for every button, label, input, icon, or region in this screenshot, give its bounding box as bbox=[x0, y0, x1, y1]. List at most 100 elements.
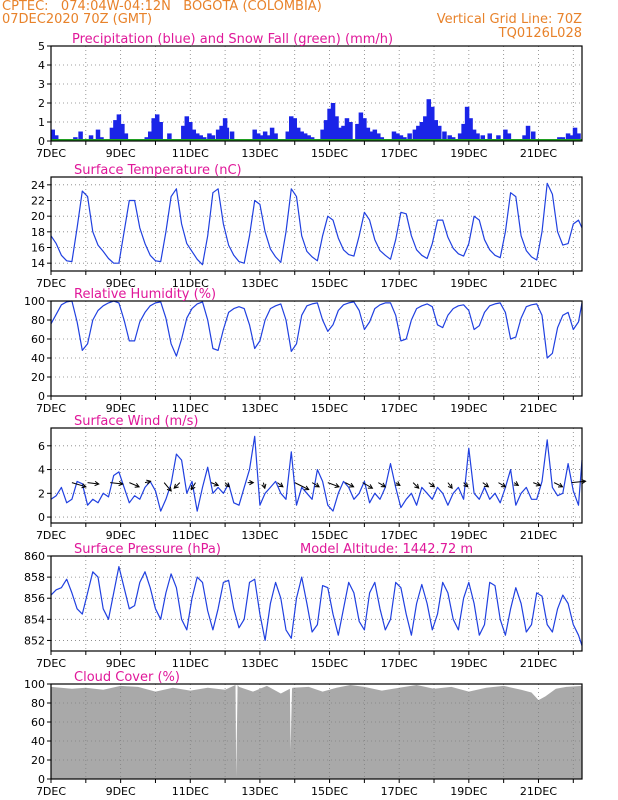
x-tick-label: 15DEC bbox=[311, 529, 348, 542]
precip-bar bbox=[123, 133, 129, 141]
wind-arrow-head bbox=[134, 482, 141, 488]
wind-arrow-head bbox=[513, 481, 520, 486]
precip-bar bbox=[306, 135, 311, 141]
precip-bar bbox=[572, 127, 578, 141]
precip-bar bbox=[198, 135, 203, 141]
precip-bar bbox=[252, 129, 257, 141]
x-tick-label: 9DEC bbox=[106, 657, 136, 670]
y-tick-label: 4 bbox=[38, 464, 45, 477]
precip-bar bbox=[292, 118, 297, 141]
precip-bar bbox=[219, 125, 224, 141]
precip-bar bbox=[480, 135, 486, 141]
wind-arrow-head bbox=[224, 482, 231, 488]
x-tick-label: 7DEC bbox=[36, 277, 66, 290]
pressure-title: Surface Pressure (hPa) bbox=[74, 542, 221, 557]
y-tick-label: 2 bbox=[38, 487, 45, 500]
wind-arrow-head bbox=[334, 483, 340, 488]
precip-bar bbox=[457, 133, 463, 141]
wind-title: Surface Wind (m/s) bbox=[74, 414, 198, 429]
wind-arrow bbox=[110, 482, 123, 485]
precip-bar bbox=[194, 133, 200, 141]
precip-bar bbox=[503, 129, 508, 141]
precip-bar bbox=[487, 133, 492, 141]
precip-bar bbox=[327, 108, 332, 141]
precip-bar bbox=[468, 118, 473, 141]
wind-arrow-head bbox=[581, 479, 587, 485]
wind-arrow bbox=[553, 482, 563, 488]
precip-bar bbox=[496, 135, 501, 141]
precip-bar bbox=[207, 133, 212, 141]
precip-bar bbox=[167, 133, 172, 141]
x-tick-label: 11DEC bbox=[172, 402, 209, 415]
y-tick-label: 20 bbox=[31, 210, 45, 223]
precip-bar bbox=[419, 122, 425, 141]
precip-bar bbox=[299, 131, 304, 141]
x-tick-label: 9DEC bbox=[106, 402, 136, 415]
x-tick-label: 13DEC bbox=[241, 657, 278, 670]
y-tick-label: 24 bbox=[31, 179, 45, 192]
precip-bar bbox=[116, 114, 122, 141]
humidity-panel bbox=[47, 300, 583, 400]
x-tick-label: 11DEC bbox=[172, 657, 209, 670]
wind-arrow bbox=[163, 482, 172, 492]
x-tick-label: 11DEC bbox=[172, 529, 209, 542]
x-tick-label: 7DEC bbox=[36, 657, 66, 670]
x-tick-label: 21DEC bbox=[520, 785, 557, 798]
wind-arrow-head bbox=[349, 482, 355, 488]
precip-bar bbox=[506, 133, 512, 141]
cloud-panel bbox=[47, 683, 583, 783]
wind-arrow-head bbox=[190, 485, 196, 491]
precip-bar bbox=[569, 135, 574, 141]
precip-bar bbox=[365, 127, 371, 141]
pressure-panel bbox=[47, 555, 583, 655]
y-tick-label: 20 bbox=[31, 371, 45, 384]
wind-arrow bbox=[210, 482, 219, 486]
y-tick-label: 18 bbox=[31, 226, 45, 239]
wind-arrow-head bbox=[278, 482, 284, 488]
x-tick-label: 9DEC bbox=[106, 277, 136, 290]
pressure-frame bbox=[50, 555, 583, 652]
x-tick-label: 13DEC bbox=[241, 529, 278, 542]
x-tick-label: 15DEC bbox=[311, 785, 348, 798]
wind-arrow-head bbox=[395, 481, 401, 486]
y-tick-label: 6 bbox=[38, 440, 45, 453]
wind-arrow bbox=[345, 482, 354, 488]
pressure-line bbox=[50, 566, 583, 646]
precip-frame bbox=[50, 45, 583, 142]
precip-bar bbox=[224, 127, 230, 141]
x-tick-label: 15DEC bbox=[311, 657, 348, 670]
precip-bar bbox=[341, 125, 346, 141]
precip-bar bbox=[151, 118, 156, 141]
x-tick-label: 21DEC bbox=[520, 529, 557, 542]
precip-bar bbox=[184, 116, 190, 141]
wind-arrow-head bbox=[429, 482, 436, 488]
y-tick-label: 16 bbox=[31, 242, 45, 255]
wind-arrow bbox=[482, 482, 489, 488]
wind-arrow bbox=[412, 482, 420, 489]
precip-bar bbox=[215, 129, 221, 141]
precip-bar bbox=[273, 133, 278, 141]
precip-bar bbox=[436, 125, 442, 141]
header-model-id: TQ0126L028 bbox=[498, 26, 582, 41]
precip-bar bbox=[181, 125, 186, 141]
precip-bar bbox=[337, 127, 343, 141]
precip-bar bbox=[471, 129, 477, 141]
wind-arrow bbox=[428, 482, 435, 488]
wind-arrow bbox=[129, 482, 140, 488]
x-tick-label: 11DEC bbox=[172, 785, 209, 798]
precip-bar bbox=[266, 135, 271, 141]
wind-arrow-head bbox=[81, 483, 87, 489]
humidity-line bbox=[50, 300, 583, 359]
x-tick-label: 21DEC bbox=[520, 277, 557, 290]
y-tick-label: 40 bbox=[31, 352, 45, 365]
precip-bar bbox=[334, 116, 339, 141]
precip-bar bbox=[398, 135, 404, 141]
x-tick-label: 13DEC bbox=[241, 277, 278, 290]
precip-bar bbox=[53, 135, 59, 141]
y-tick-label: 3 bbox=[38, 78, 45, 91]
precip-bar bbox=[113, 120, 118, 141]
wind-arrow-head bbox=[380, 482, 387, 488]
wind-arrow-head bbox=[447, 483, 453, 490]
wind-arrow-head bbox=[249, 480, 255, 486]
y-tick-label: 22 bbox=[31, 195, 45, 208]
